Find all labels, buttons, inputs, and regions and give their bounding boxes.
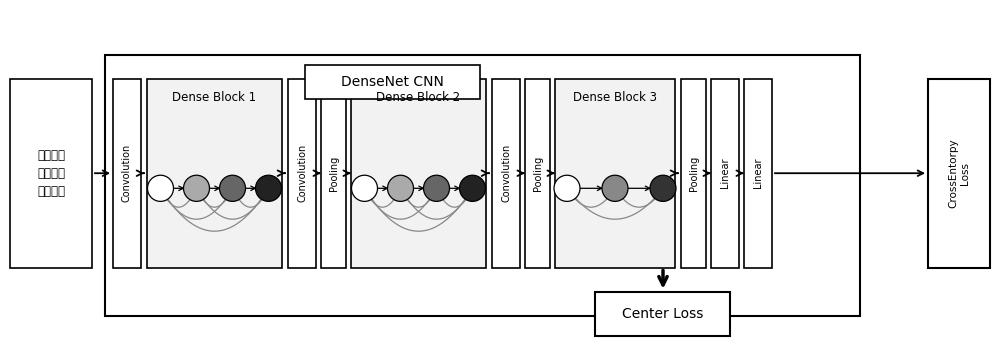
Text: Linear: Linear <box>753 158 763 188</box>
Ellipse shape <box>352 175 378 201</box>
Bar <box>147 79 282 268</box>
Bar <box>288 79 316 268</box>
Bar <box>681 79 706 268</box>
Ellipse shape <box>184 175 210 201</box>
Ellipse shape <box>602 175 628 201</box>
Ellipse shape <box>220 175 246 201</box>
Text: Dense Block 1: Dense Block 1 <box>172 91 257 104</box>
Text: Pooling: Pooling <box>532 156 542 191</box>
Bar <box>555 79 675 268</box>
Bar <box>525 79 550 268</box>
Bar <box>595 292 730 336</box>
Bar <box>711 79 739 268</box>
Text: Convolution: Convolution <box>297 144 307 202</box>
Text: 基因矩阵
及其训练
标签样本: 基因矩阵 及其训练 标签样本 <box>37 149 65 198</box>
Text: Linear: Linear <box>720 158 730 188</box>
Bar <box>928 79 990 268</box>
Ellipse shape <box>387 175 414 201</box>
Bar <box>105 55 860 316</box>
Bar <box>321 79 346 268</box>
Text: Pooling: Pooling <box>328 156 338 191</box>
Bar <box>744 79 772 268</box>
Ellipse shape <box>554 175 580 201</box>
Text: Convolution: Convolution <box>122 144 132 202</box>
Text: Convolution: Convolution <box>501 144 511 202</box>
Ellipse shape <box>650 175 676 201</box>
Bar <box>113 79 141 268</box>
Ellipse shape <box>460 175 486 201</box>
Bar <box>351 79 486 268</box>
Text: CrossEntorpy
Loss: CrossEntorpy Loss <box>948 139 970 208</box>
Ellipse shape <box>256 175 282 201</box>
Bar <box>10 79 92 268</box>
Bar <box>492 79 520 268</box>
Text: Center Loss: Center Loss <box>622 307 703 321</box>
Text: Pooling: Pooling <box>688 156 698 191</box>
Ellipse shape <box>424 175 450 201</box>
Text: Dense Block 3: Dense Block 3 <box>573 91 657 104</box>
Text: DenseNet CNN: DenseNet CNN <box>341 75 444 89</box>
Bar <box>305 65 480 99</box>
Text: Dense Block 2: Dense Block 2 <box>376 91 461 104</box>
Ellipse shape <box>148 175 174 201</box>
